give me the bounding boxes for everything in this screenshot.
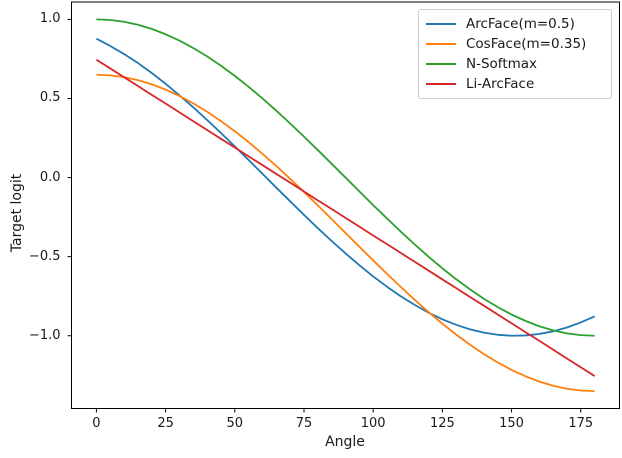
legend-line-sample-liarcface xyxy=(426,82,456,86)
legend-label-nsoftmax: N-Softmax xyxy=(466,56,538,72)
y-tick-label: −0.5 xyxy=(28,248,61,264)
x-tick-label: 75 xyxy=(295,415,313,431)
x-tick-label: 0 xyxy=(92,415,101,431)
legend-line-sample-cosface xyxy=(426,42,456,46)
x-tick-label: 150 xyxy=(499,415,524,431)
legend-item-nsoftmax: N-Softmax xyxy=(426,54,605,74)
y-tick-label: 0.0 xyxy=(39,169,61,185)
legend-label-cosface: CosFace(m=0.35) xyxy=(466,36,587,52)
x-axis-label: Angle xyxy=(325,434,365,450)
y-tick-label: 0.5 xyxy=(39,90,61,106)
x-tick-label: 50 xyxy=(226,415,244,431)
legend-label-liarcface: Li-ArcFace xyxy=(466,76,535,92)
y-tick-label: 1.0 xyxy=(39,11,61,27)
x-tick-label: 100 xyxy=(360,415,386,431)
x-tick-label: 125 xyxy=(429,415,455,431)
legend-item-liarcface: Li-ArcFace xyxy=(426,74,605,94)
y-tick-label: −1.0 xyxy=(28,327,61,343)
curve-CosFace(m=0.35) xyxy=(96,73,595,392)
legend-label-arcface: ArcFace(m=0.5) xyxy=(466,16,575,32)
curve-Li-ArcFace xyxy=(95,58,596,377)
legend-item-cosface: CosFace(m=0.35) xyxy=(426,34,605,54)
legend-line-sample-nsoftmax xyxy=(426,62,456,66)
x-tick-label: 25 xyxy=(157,415,174,431)
legend: ArcFace(m=0.5) CosFace(m=0.35) N-Softmax… xyxy=(418,9,612,99)
y-axis-label: Target logit xyxy=(9,173,25,253)
legend-item-arcface: ArcFace(m=0.5) xyxy=(426,14,605,34)
legend-line-sample-arcface xyxy=(426,22,456,26)
curve-N-Softmax xyxy=(96,18,595,337)
x-tick-label: 175 xyxy=(568,415,594,431)
axes-box xyxy=(71,1,620,409)
